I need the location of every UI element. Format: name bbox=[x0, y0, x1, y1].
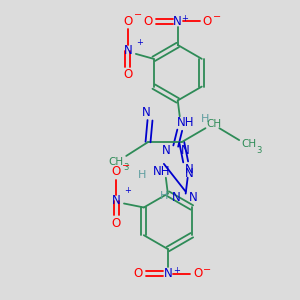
Text: −: − bbox=[213, 12, 221, 22]
Text: −: − bbox=[203, 265, 211, 275]
Text: CH: CH bbox=[109, 157, 124, 167]
Text: H: H bbox=[201, 114, 210, 124]
Text: NH: NH bbox=[177, 116, 194, 129]
Text: N: N bbox=[124, 44, 132, 57]
Text: H: H bbox=[138, 170, 146, 180]
Text: O: O bbox=[203, 15, 212, 28]
Text: O: O bbox=[193, 267, 202, 280]
Text: +: + bbox=[181, 14, 188, 23]
Text: N: N bbox=[185, 163, 194, 176]
Text: NH: NH bbox=[153, 165, 171, 178]
Text: O: O bbox=[123, 15, 133, 28]
Text: N: N bbox=[161, 143, 170, 157]
Text: N: N bbox=[142, 106, 150, 119]
Text: N: N bbox=[181, 143, 190, 157]
Text: O: O bbox=[143, 15, 153, 28]
Text: N: N bbox=[185, 167, 194, 180]
Text: N: N bbox=[164, 267, 172, 280]
Text: N: N bbox=[189, 191, 198, 204]
Text: CH: CH bbox=[207, 119, 222, 129]
Text: 3: 3 bbox=[256, 146, 262, 154]
Text: 3: 3 bbox=[124, 163, 129, 172]
Text: O: O bbox=[134, 267, 143, 280]
Text: N: N bbox=[173, 15, 182, 28]
Text: N: N bbox=[171, 191, 180, 204]
Text: N: N bbox=[112, 194, 120, 207]
Text: −: − bbox=[134, 10, 142, 20]
Text: CH: CH bbox=[242, 139, 256, 149]
Text: O: O bbox=[123, 68, 133, 81]
Text: +: + bbox=[173, 266, 180, 275]
Text: O: O bbox=[111, 217, 121, 230]
Text: H: H bbox=[160, 190, 168, 201]
Text: +: + bbox=[136, 38, 143, 46]
Text: +: + bbox=[124, 186, 131, 195]
Text: O: O bbox=[111, 165, 121, 178]
Text: −: − bbox=[122, 161, 130, 171]
